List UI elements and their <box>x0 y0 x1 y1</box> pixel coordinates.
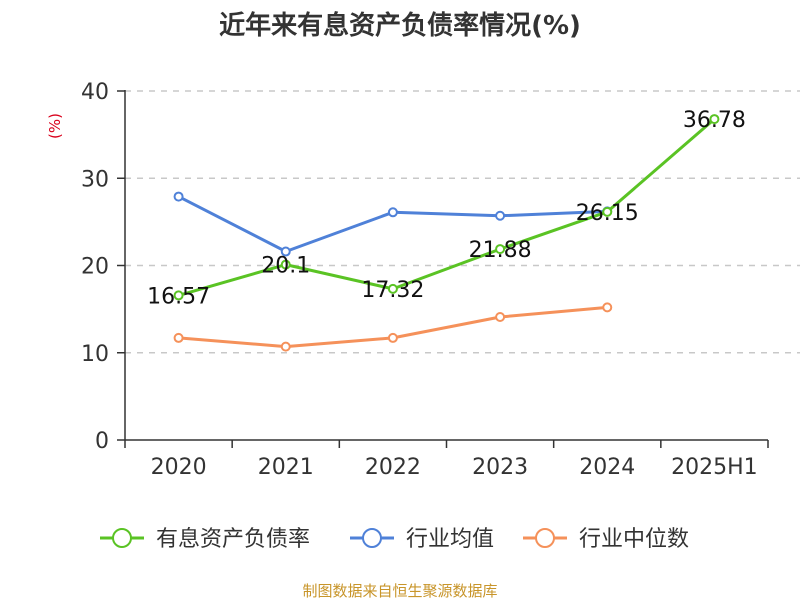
x-tick-label-2020: 2020 <box>151 455 207 480</box>
data-label-2020: 16.57 <box>147 284 210 309</box>
series-2-point-2024 <box>602 302 613 313</box>
series-1-point-2023 <box>495 210 506 221</box>
x-tick-label-2022: 2022 <box>365 455 421 480</box>
legend-label-2: 行业中位数 <box>579 527 689 552</box>
series-2-point-2020 <box>173 332 184 343</box>
series-1-point-2020 <box>173 191 184 202</box>
legend-marker-1 <box>362 528 382 548</box>
legend-label-1: 行业均值 <box>406 527 494 552</box>
chart-title: 近年来有息资产负债率情况(%) <box>219 10 581 41</box>
grid-lines <box>125 90 800 354</box>
series-2-point-2023 <box>495 311 506 322</box>
axes: 0 10 20 30 40 2020 2021 2022 2023 2024 2025H1 <box>81 80 769 480</box>
series-2-point-2022 <box>387 332 398 343</box>
source-note: 制图数据来自恒生聚源数据库 <box>302 582 497 600</box>
series-layer <box>173 114 720 352</box>
legend-marker-2 <box>535 528 555 548</box>
y-tick-label-40: 40 <box>81 80 109 105</box>
series-0-point-2022 <box>387 283 398 294</box>
y-axis-unit: (%) <box>46 113 64 139</box>
legend-label-0: 有息资产负债率 <box>156 527 310 552</box>
y-tick-label-30: 30 <box>81 167 109 192</box>
legend: 有息资产负债率 行业均值 行业中位数 <box>100 527 689 552</box>
data-label-2021: 20.1 <box>261 254 310 279</box>
y-tick-label-0: 0 <box>95 429 109 454</box>
series-0-point-2023 <box>495 244 506 255</box>
series-0-point-2020 <box>173 290 184 301</box>
data-label-2024: 26.15 <box>576 201 639 226</box>
series-2-point-2021 <box>280 341 291 352</box>
y-tick-label-20: 20 <box>81 255 109 280</box>
series-0-point-2025H1 <box>709 114 720 125</box>
x-tick-label-2021: 2021 <box>258 455 314 480</box>
legend-marker-0 <box>112 528 132 548</box>
series-1-point-2022 <box>387 207 398 218</box>
series-line-1 <box>177 195 608 253</box>
y-tick-label-10: 10 <box>81 342 109 367</box>
data-label-2022: 17.32 <box>361 278 424 303</box>
x-tick-label-2023: 2023 <box>472 455 528 480</box>
series-1-point-2021 <box>280 246 291 257</box>
x-tick-label-2025H1: 2025H1 <box>671 455 758 480</box>
series-0-point-2021 <box>280 259 291 270</box>
data-labels: 16.57 20.1 17.32 21.88 26.15 36.78 <box>147 108 746 309</box>
x-tick-label-2024: 2024 <box>579 455 635 480</box>
data-label-2023: 21.88 <box>469 238 532 263</box>
series-line-0 <box>178 117 716 297</box>
series-0-point-2024 <box>602 206 613 217</box>
data-label-2025H1: 36.78 <box>683 108 746 133</box>
